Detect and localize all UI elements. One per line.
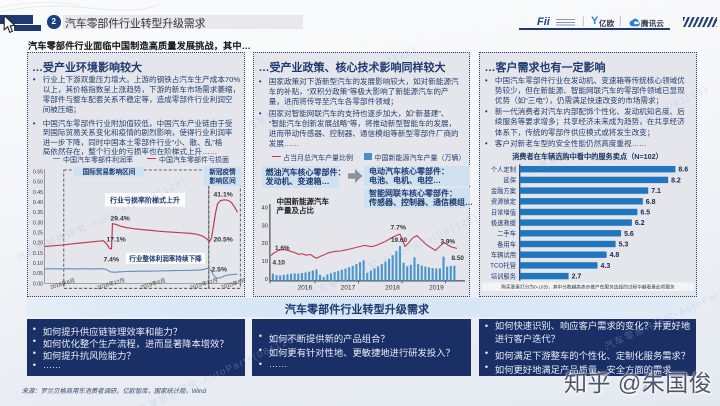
svg-text:金融方案: 金融方案 xyxy=(490,186,516,195)
svg-text:新冠疫情: 新冠疫情 xyxy=(209,167,236,176)
svg-text:0.05: 0.05 xyxy=(32,271,42,277)
svg-text:2019年6月: 2019年6月 xyxy=(139,276,166,291)
svg-text:6.2: 6.2 xyxy=(634,220,644,227)
svg-text:二手车: 二手车 xyxy=(497,229,516,238)
svg-text:0.10: 0.10 xyxy=(32,261,42,267)
svg-text:0.50: 0.50 xyxy=(32,180,42,186)
svg-text:20.5%: 20.5% xyxy=(213,237,232,244)
svg-text:2017: 2017 xyxy=(340,285,355,292)
svg-text:8.2: 8.2 xyxy=(671,177,681,184)
svg-text:影响区间: 影响区间 xyxy=(209,176,236,185)
svg-text:7.7%: 7.7% xyxy=(390,225,406,232)
svg-text:1.6%: 1.6% xyxy=(275,245,290,252)
svg-text:行业整体利润率持续下降: 行业整体利润率持续下降 xyxy=(128,254,202,263)
svg-text:8.50: 8.50 xyxy=(451,255,464,262)
svg-text:极速救援: 极速救援 xyxy=(490,218,516,227)
svg-text:5.6: 5.6 xyxy=(624,231,634,238)
svg-text:0.00: 0.00 xyxy=(32,281,42,287)
svg-text:6.8: 6.8 xyxy=(645,199,655,206)
svg-text:0.40: 0.40 xyxy=(32,200,42,206)
svg-text:0.20: 0.20 xyxy=(32,241,42,247)
svg-text:0.45: 0.45 xyxy=(32,190,42,196)
svg-text:41.1%: 41.1% xyxy=(213,192,232,199)
svg-text:2019年12月: 2019年12月 xyxy=(189,276,219,292)
svg-text:行业亏损率阶梯式上升: 行业亏损率阶梯式上升 xyxy=(109,195,180,204)
svg-text:5.3: 5.3 xyxy=(618,242,628,249)
svg-text:2020年6月: 2020年6月 xyxy=(219,276,244,291)
svg-text:40: 40 xyxy=(261,206,267,212)
svg-text:0.25: 0.25 xyxy=(32,231,42,237)
svg-text:0.35: 0.35 xyxy=(32,210,42,216)
svg-text:17.1%: 17.1% xyxy=(106,237,125,244)
svg-text:3.9%: 3.9% xyxy=(440,239,455,246)
svg-text:10: 10 xyxy=(261,259,267,265)
svg-text:0.15: 0.15 xyxy=(32,251,42,257)
svg-text:4.8: 4.8 xyxy=(609,252,619,259)
svg-text:0: 0 xyxy=(264,277,267,283)
svg-text:TCO托管: TCO托管 xyxy=(490,261,516,270)
svg-text:2016: 2016 xyxy=(297,285,312,292)
svg-text:7.1: 7.1 xyxy=(651,188,661,195)
svg-text:2.5%: 2.5% xyxy=(211,266,227,273)
svg-text:0.55: 0.55 xyxy=(32,170,42,176)
svg-text:国际贸易影响区间: 国际贸易影响区间 xyxy=(82,167,135,176)
svg-text:0.30: 0.30 xyxy=(32,220,42,226)
svg-text:延保: 延保 xyxy=(503,175,516,184)
svg-text:资源锁定: 资源锁定 xyxy=(490,197,516,206)
svg-text:20: 20 xyxy=(261,241,267,247)
svg-text:2.7: 2.7 xyxy=(571,274,581,281)
svg-text:8.6: 8.6 xyxy=(678,167,688,174)
svg-text:购买要素打分为0-10分，其中分数越高表示散户在服务选择的过: 购买要素打分为0-10分，其中分数越高表示散户在服务选择的过程中越看重此项服务 xyxy=(501,284,675,291)
svg-text:备用车: 备用车 xyxy=(497,239,516,248)
svg-text:4.10: 4.10 xyxy=(272,260,285,267)
svg-text:2018: 2018 xyxy=(385,285,400,292)
svg-text:日常增值: 日常增值 xyxy=(490,207,516,216)
svg-text:7.4%: 7.4% xyxy=(103,257,119,264)
svg-text:2018年12月: 2018年12月 xyxy=(96,276,126,292)
svg-text:培训服务: 培训服务 xyxy=(490,271,516,280)
svg-text:2019: 2019 xyxy=(429,285,444,292)
svg-text:29.4%: 29.4% xyxy=(110,216,129,223)
svg-text:4.3: 4.3 xyxy=(600,263,610,270)
svg-text:30: 30 xyxy=(261,223,267,229)
svg-text:车辆试用: 车辆试用 xyxy=(490,250,515,259)
svg-text:6.5: 6.5 xyxy=(640,210,650,217)
svg-text:2018年6月: 2018年6月 xyxy=(48,276,75,291)
svg-text:19.60: 19.60 xyxy=(391,237,407,244)
svg-text:个人定制: 个人定制 xyxy=(490,165,515,174)
